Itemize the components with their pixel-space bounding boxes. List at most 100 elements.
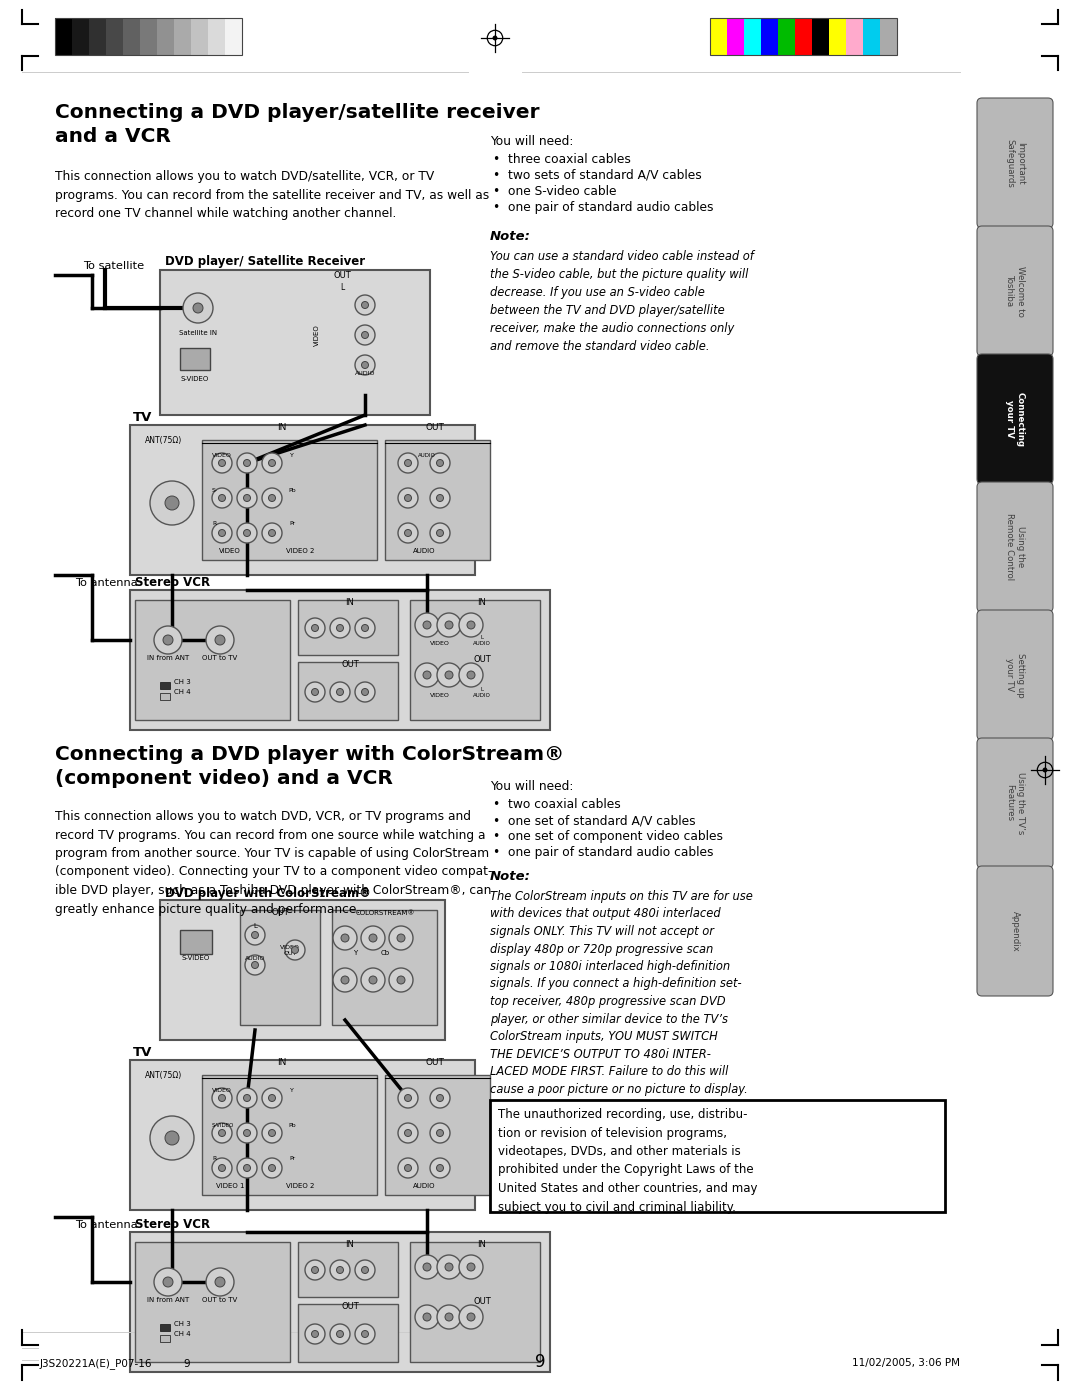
Circle shape [215,1277,225,1287]
Circle shape [154,1268,183,1295]
Text: TV: TV [133,1046,152,1060]
Text: L: L [253,923,257,928]
Circle shape [252,962,258,969]
Circle shape [362,1266,368,1273]
Circle shape [237,452,257,473]
Circle shape [311,1330,319,1337]
Circle shape [163,635,173,645]
Circle shape [355,1323,375,1344]
Circle shape [362,1330,368,1337]
Circle shape [415,613,438,637]
Circle shape [245,926,265,945]
Circle shape [163,1277,173,1287]
Circle shape [423,1263,431,1270]
Bar [225,18,242,54]
Bar [410,600,540,720]
Circle shape [436,494,444,501]
Bar [140,18,157,54]
Bar [174,18,191,54]
Circle shape [405,459,411,466]
Circle shape [430,1122,450,1143]
Bar [130,1060,475,1210]
Circle shape [218,1129,226,1136]
Circle shape [459,663,483,687]
Circle shape [355,325,375,345]
Text: VIDEO: VIDEO [430,692,450,698]
Circle shape [330,1323,350,1344]
Circle shape [311,1266,319,1273]
Circle shape [445,621,453,630]
Bar [160,1323,170,1330]
Text: S-VIDEO: S-VIDEO [181,955,211,960]
Text: Pr: Pr [289,521,295,526]
Circle shape [399,1087,418,1108]
Text: OUT: OUT [271,907,288,917]
Circle shape [215,635,225,645]
Circle shape [206,625,234,653]
Circle shape [1043,768,1048,772]
Text: CH 4: CH 4 [174,690,191,695]
Circle shape [436,529,444,536]
Circle shape [262,1159,282,1178]
Circle shape [430,1087,450,1108]
Circle shape [397,934,405,942]
Circle shape [399,524,418,543]
Circle shape [262,489,282,508]
Circle shape [430,524,450,543]
Circle shape [212,1087,232,1108]
Text: This connection allows you to watch DVD, VCR, or TV programs and
record TV progr: This connection allows you to watch DVD,… [55,810,492,916]
Circle shape [305,618,325,638]
Circle shape [305,683,325,702]
Text: Welcome to
Toshiba: Welcome to Toshiba [1005,265,1025,317]
Bar [180,348,210,370]
Text: 11/02/2005, 3:06 PM: 11/02/2005, 3:06 PM [852,1358,960,1368]
Bar [829,18,846,54]
Circle shape [355,295,375,315]
Text: AUDIO: AUDIO [413,1182,435,1189]
Bar [778,18,795,54]
Circle shape [212,489,232,508]
Bar [727,18,744,54]
Circle shape [492,36,497,40]
Text: Pb: Pb [288,489,296,493]
Text: •  one set of standard A/V cables: • one set of standard A/V cables [492,814,696,826]
Bar [298,1242,399,1297]
Circle shape [355,1261,375,1280]
Text: Satellite IN: Satellite IN [179,329,217,336]
Circle shape [337,688,343,695]
FancyBboxPatch shape [977,738,1053,868]
Circle shape [436,1129,444,1136]
Circle shape [430,1159,450,1178]
Circle shape [218,494,226,501]
Text: 9: 9 [535,1353,545,1371]
Circle shape [252,931,258,938]
Circle shape [269,1129,275,1136]
Circle shape [389,967,413,993]
Circle shape [333,967,357,993]
Bar [191,18,208,54]
Circle shape [361,926,384,951]
Circle shape [292,946,298,953]
Circle shape [362,624,368,631]
Text: Cb: Cb [380,951,390,956]
Circle shape [430,452,450,473]
Bar [744,18,761,54]
Circle shape [437,613,461,637]
Text: Y: Y [291,452,294,458]
Text: OUT: OUT [473,1297,491,1307]
Bar [202,1075,377,1195]
Circle shape [467,1314,475,1321]
Text: Setting up
your TV: Setting up your TV [1005,652,1025,698]
Circle shape [285,940,305,960]
Circle shape [355,355,375,376]
Circle shape [305,1323,325,1344]
Bar [135,600,291,720]
Circle shape [243,1129,251,1136]
Circle shape [206,1268,234,1295]
Text: •  two sets of standard A/V cables: • two sets of standard A/V cables [492,169,702,181]
Text: You will need:: You will need: [490,780,573,793]
Bar [180,930,212,953]
Text: VIDEO: VIDEO [314,324,320,346]
Circle shape [218,459,226,466]
Text: •  one set of component video cables: • one set of component video cables [492,831,723,843]
